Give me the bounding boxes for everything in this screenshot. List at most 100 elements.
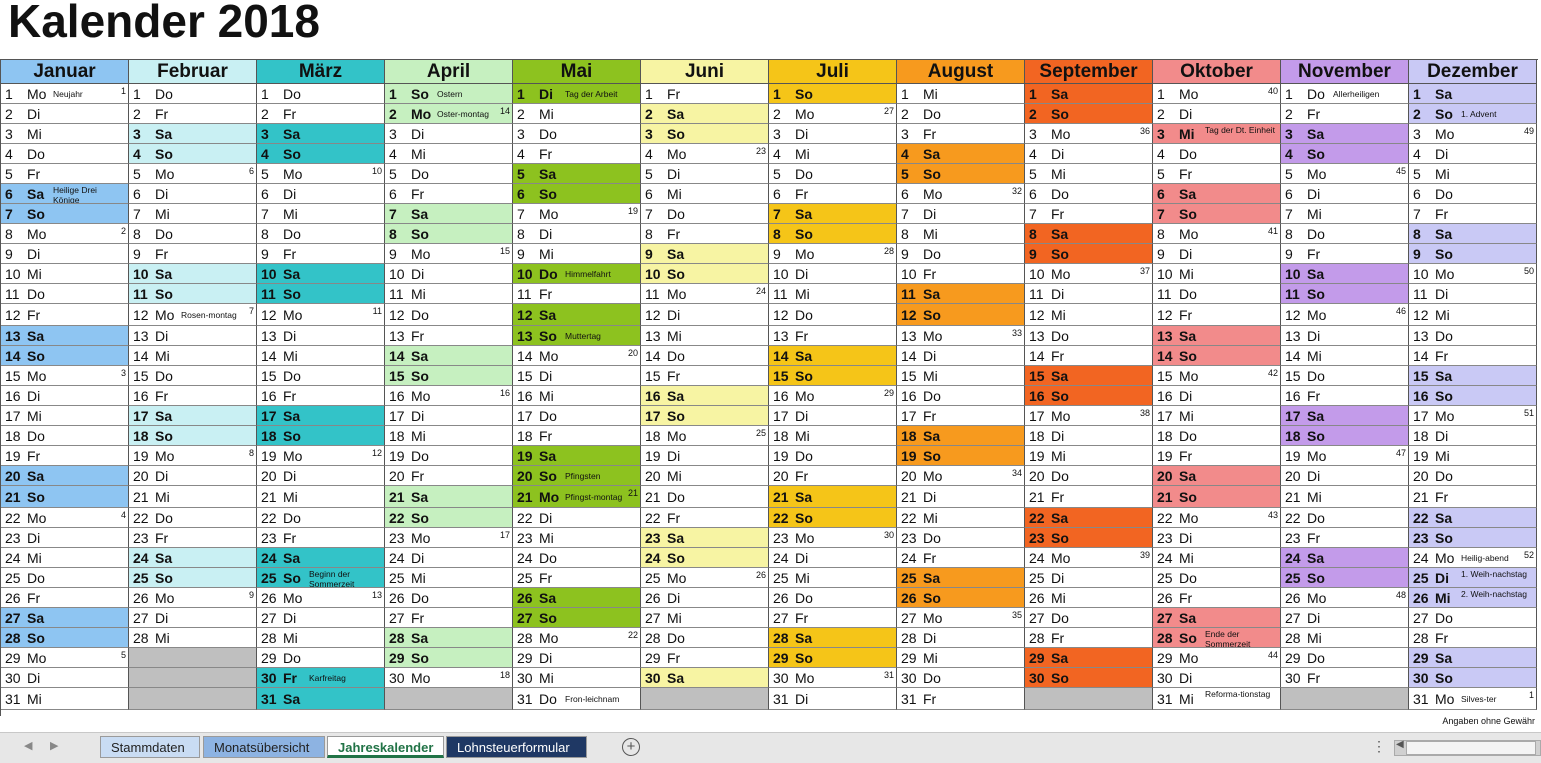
day-cell[interactable]: 7 Di (897, 204, 1025, 224)
month-header[interactable]: September (1025, 60, 1153, 84)
empty-cell[interactable] (1025, 688, 1153, 710)
day-cell[interactable]: 6 So (513, 184, 641, 204)
day-cell[interactable]: 23 Mo 17 (385, 528, 513, 548)
day-cell[interactable]: 11 So (129, 284, 257, 304)
day-cell[interactable]: 5 Mo 6 (129, 164, 257, 184)
day-cell[interactable]: 14 Mi (257, 346, 385, 366)
day-cell[interactable]: 4 Fr (513, 144, 641, 164)
day-cell[interactable]: 26 Do (769, 588, 897, 608)
day-cell[interactable]: 29 Mo 5 (1, 648, 129, 668)
day-cell[interactable]: 4 So (257, 144, 385, 164)
day-cell[interactable]: 12 So (897, 304, 1025, 326)
day-cell[interactable]: 16 Di (1, 386, 129, 406)
day-cell[interactable]: 6 Di (129, 184, 257, 204)
day-cell[interactable]: 27 So (513, 608, 641, 628)
day-cell[interactable]: 1 Mi (897, 84, 1025, 104)
day-cell[interactable]: 13 So Muttertag (513, 326, 641, 346)
day-cell[interactable]: 9 Fr (257, 244, 385, 264)
day-cell[interactable]: 26 Fr (1, 588, 129, 608)
day-cell[interactable]: 6 Do (1025, 184, 1153, 204)
day-cell[interactable]: 3 Mo 36 (1025, 124, 1153, 144)
day-cell[interactable]: 20 Do (1409, 466, 1537, 486)
day-cell[interactable]: 13 Fr (769, 326, 897, 346)
day-cell[interactable]: 1 Di Tag der Arbeit (513, 84, 641, 104)
day-cell[interactable]: 6 Do (1409, 184, 1537, 204)
day-cell[interactable]: 9 Di (1, 244, 129, 264)
day-cell[interactable]: 14 Di (897, 346, 1025, 366)
month-header[interactable]: April (385, 60, 513, 84)
day-cell[interactable]: 27 Sa (1, 608, 129, 628)
day-cell[interactable]: 1 Mo Neujahr 1 (1, 84, 129, 104)
day-cell[interactable]: 17 So (641, 406, 769, 426)
day-cell[interactable]: 27 Di (129, 608, 257, 628)
day-cell[interactable]: 23 Di (1153, 528, 1281, 548)
day-cell[interactable]: 24 Fr (897, 548, 1025, 568)
day-cell[interactable]: 30 Fr (1281, 668, 1409, 688)
day-cell[interactable]: 5 Sa (513, 164, 641, 184)
day-cell[interactable]: 22 Mo 4 (1, 508, 129, 528)
day-cell[interactable]: 1 So (769, 84, 897, 104)
day-cell[interactable]: 10 Sa (257, 264, 385, 284)
day-cell[interactable]: 4 So (1281, 144, 1409, 164)
day-cell[interactable]: 2 Do (897, 104, 1025, 124)
day-cell[interactable]: 20 Fr (769, 466, 897, 486)
day-cell[interactable]: 21 Mo Pfingst-montag 21 (513, 486, 641, 508)
day-cell[interactable]: 17 Mo 51 (1409, 406, 1537, 426)
day-cell[interactable]: 9 Fr (1281, 244, 1409, 264)
day-cell[interactable]: 31 Di (769, 688, 897, 710)
day-cell[interactable]: 21 Mi (1281, 486, 1409, 508)
day-cell[interactable]: 24 Mi (1, 548, 129, 568)
day-cell[interactable]: 28 Mi (1281, 628, 1409, 648)
day-cell[interactable]: 9 Di (1153, 244, 1281, 264)
month-header[interactable]: November (1281, 60, 1409, 84)
day-cell[interactable]: 31 Do Fron-leichnam (513, 688, 641, 710)
day-cell[interactable]: 30 So (1409, 668, 1537, 688)
day-cell[interactable]: 1 Do (257, 84, 385, 104)
day-cell[interactable]: 7 Sa (769, 204, 897, 224)
day-cell[interactable]: 14 Mo 20 (513, 346, 641, 366)
day-cell[interactable]: 11 Mi (385, 284, 513, 304)
month-header[interactable]: März (257, 60, 385, 84)
day-cell[interactable]: 22 So (385, 508, 513, 528)
day-cell[interactable]: 29 Mi (897, 648, 1025, 668)
day-cell[interactable]: 2 So (1025, 104, 1153, 124)
vertical-dots-icon[interactable]: ⋮ (1372, 738, 1386, 754)
day-cell[interactable]: 25 Sa (897, 568, 1025, 588)
day-cell[interactable]: 21 Di (897, 486, 1025, 508)
day-cell[interactable]: 27 Mi (641, 608, 769, 628)
day-cell[interactable]: 2 Di (1, 104, 129, 124)
day-cell[interactable]: 19 Do (769, 446, 897, 466)
day-cell[interactable]: 20 Di (129, 466, 257, 486)
day-cell[interactable]: 17 Sa (129, 406, 257, 426)
day-cell[interactable]: 12 Do (385, 304, 513, 326)
day-cell[interactable]: 2 Di (1153, 104, 1281, 124)
day-cell[interactable]: 19 Di (641, 446, 769, 466)
day-cell[interactable]: 18 Do (1153, 426, 1281, 446)
day-cell[interactable]: 18 Di (1025, 426, 1153, 446)
day-cell[interactable]: 10 So (641, 264, 769, 284)
day-cell[interactable]: 16 So (1409, 386, 1537, 406)
day-cell[interactable]: 12 Di (641, 304, 769, 326)
day-cell[interactable]: 3 Di (769, 124, 897, 144)
day-cell[interactable]: 21 Fr (1409, 486, 1537, 508)
day-cell[interactable]: 22 Sa (1025, 508, 1153, 528)
empty-cell[interactable] (129, 648, 257, 668)
day-cell[interactable]: 12 Mo 11 (257, 304, 385, 326)
day-cell[interactable]: 17 Mi (1, 406, 129, 426)
day-cell[interactable]: 12 Fr (1153, 304, 1281, 326)
day-cell[interactable]: 31 Sa (257, 688, 385, 710)
day-cell[interactable]: 15 Mi (897, 366, 1025, 386)
day-cell[interactable]: 4 Do (1153, 144, 1281, 164)
day-cell[interactable]: 17 Di (769, 406, 897, 426)
day-cell[interactable]: 1 Sa (1025, 84, 1153, 104)
day-cell[interactable]: 28 Di (897, 628, 1025, 648)
day-cell[interactable]: 9 Sa (641, 244, 769, 264)
day-cell[interactable]: 15 Mo 3 (1, 366, 129, 386)
day-cell[interactable]: 28 So (1, 628, 129, 648)
day-cell[interactable]: 11 Mi (769, 284, 897, 304)
day-cell[interactable]: 24 Do (513, 548, 641, 568)
day-cell[interactable]: 14 So (1, 346, 129, 366)
day-cell[interactable]: 10 Mo 37 (1025, 264, 1153, 284)
day-cell[interactable]: 28 Sa (769, 628, 897, 648)
day-cell[interactable]: 8 Di (513, 224, 641, 244)
